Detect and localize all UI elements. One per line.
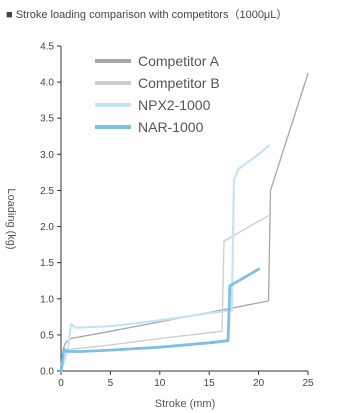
y-axis-label: Loading (kg) <box>5 188 17 250</box>
x-tick-label: 10 <box>154 378 166 389</box>
legend-label: NPX2-1000 <box>138 97 211 113</box>
legend-swatch <box>95 81 131 85</box>
chart-legend: Competitor A Competitor B NPX2-1000 NAR-100… <box>95 50 220 138</box>
series-line-competitor-b <box>60 215 270 372</box>
series-line-nar-1000 <box>59 267 261 373</box>
y-tick-label: 4.0 <box>40 78 54 89</box>
chart-series <box>59 72 309 373</box>
x-tick-label: 5 <box>108 378 114 389</box>
series-line-competitor-a <box>60 72 309 372</box>
legend-label: NAR-1000 <box>138 119 204 135</box>
y-tick-label: 0.5 <box>40 330 54 341</box>
y-tick-label: 3.0 <box>40 150 54 161</box>
legend-item: Competitor A <box>95 50 220 72</box>
chart-title: ■ Stroke loading comparison with competi… <box>6 6 287 22</box>
x-tick-label: 20 <box>253 378 265 389</box>
x-tick-label: 0 <box>58 378 64 389</box>
series-line-npx2-1000 <box>59 144 270 373</box>
y-tick-label: 4.5 <box>40 42 54 53</box>
y-tick-label: 2.5 <box>40 186 54 197</box>
legend-item: NPX2-1000 <box>95 94 220 116</box>
chart-axes: 0.0 0.5 1.0 1.5 2.0 2.5 3.0 3.5 4.0 4.5 0 5 10 15 20 25 <box>40 42 314 390</box>
x-axis-label: Stroke (mm) <box>154 398 216 410</box>
y-tick-label: 1.5 <box>40 258 54 269</box>
y-tick-label: 3.5 <box>40 114 54 125</box>
legend-label: Competitor A <box>138 53 219 69</box>
legend-swatch <box>95 59 131 63</box>
legend-swatch <box>95 103 131 107</box>
x-tick-label: 15 <box>204 378 216 389</box>
y-tick-label: 2.0 <box>40 222 54 233</box>
legend-item: Competitor B <box>95 72 220 94</box>
legend-swatch <box>95 125 131 129</box>
x-tick-label: 25 <box>302 378 314 389</box>
chart-title-text: ■ Stroke loading comparison with competi… <box>6 9 288 21</box>
y-tick-label: 1.0 <box>40 294 54 305</box>
legend-item: NAR-1000 <box>95 116 220 138</box>
y-tick-label: 0.0 <box>40 367 54 378</box>
legend-label: Competitor B <box>138 75 220 91</box>
